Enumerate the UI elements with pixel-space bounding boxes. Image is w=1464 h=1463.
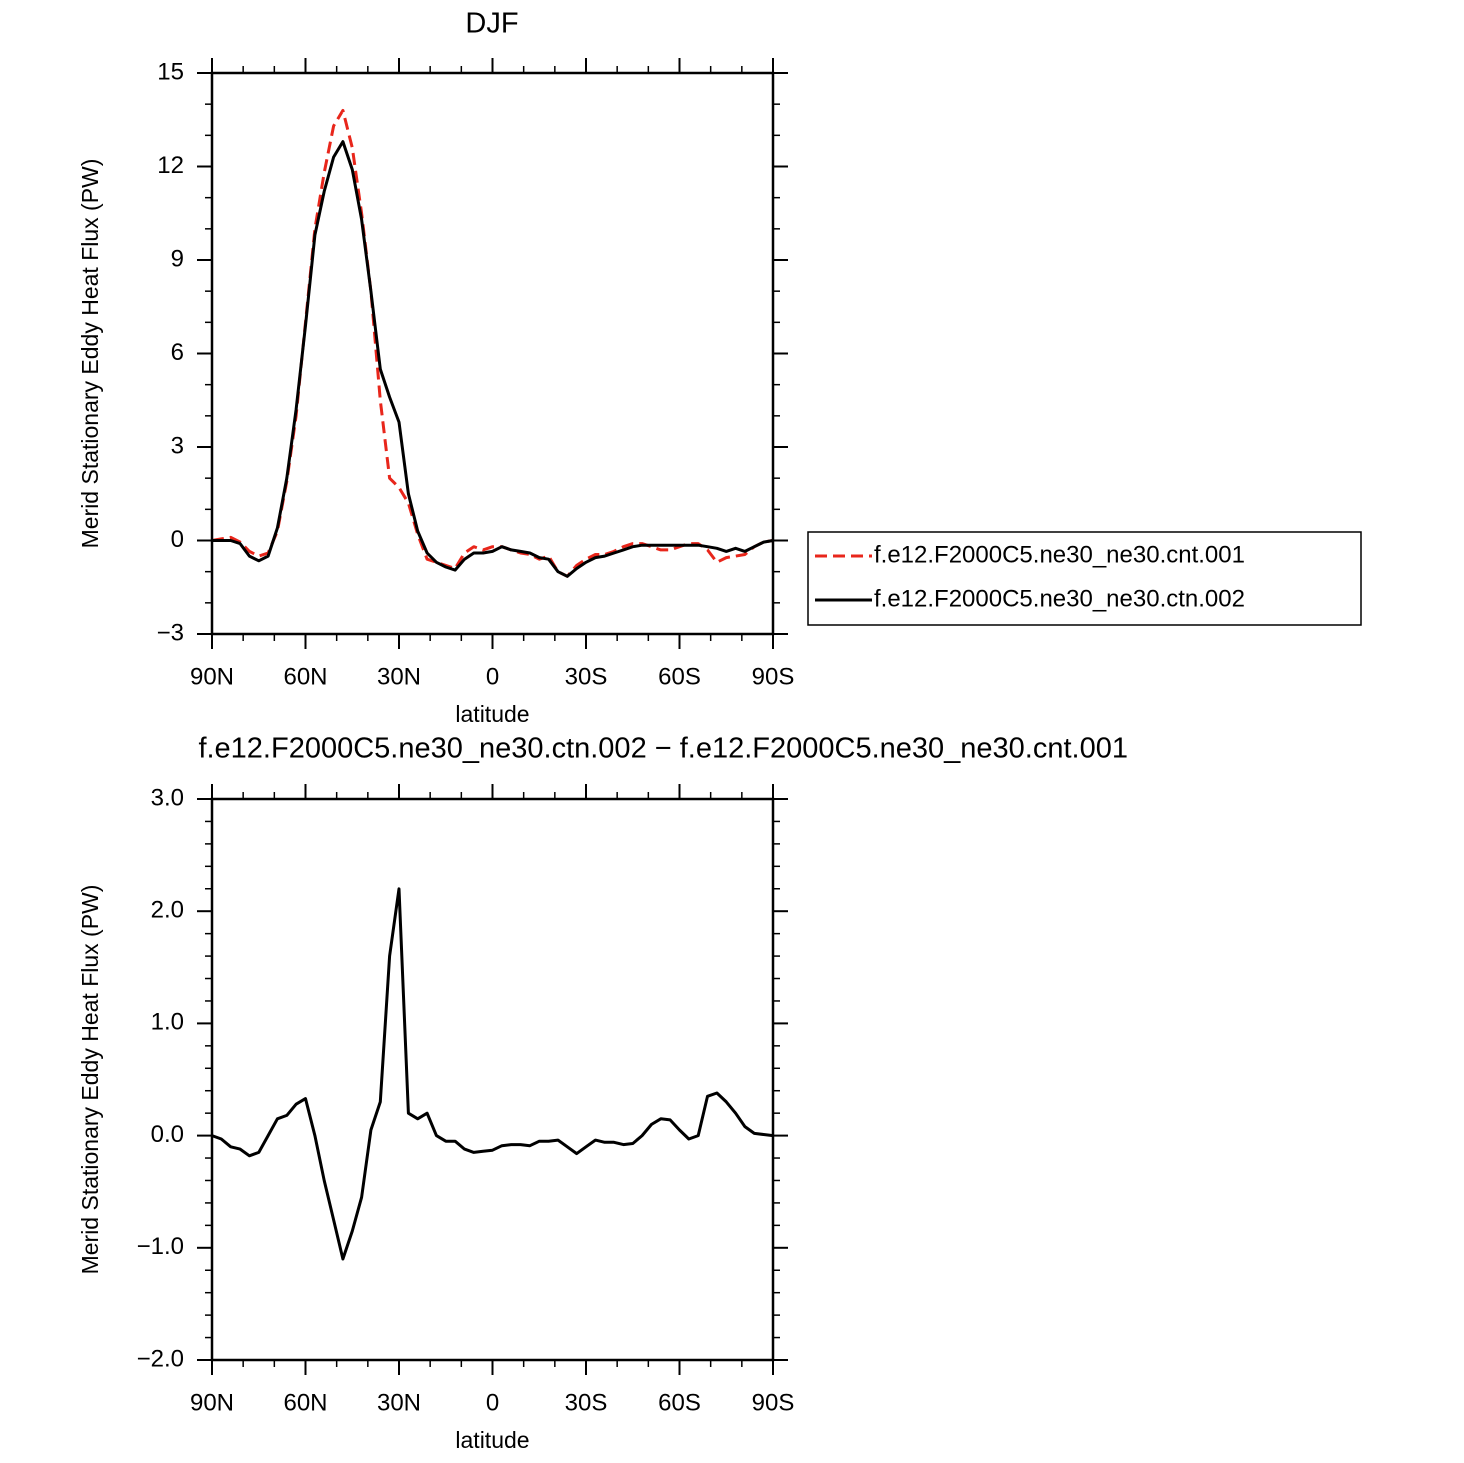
series-line (211, 887, 774, 1261)
x-tick-label: 60N (283, 663, 327, 690)
x-tick-label: 60S (658, 663, 701, 690)
x-tick-label: 30S (565, 1389, 608, 1416)
plot-frame (210, 797, 775, 1362)
plot-frame (210, 71, 775, 636)
x-axis-label: latitude (455, 701, 529, 727)
y-tick-label: 1.0 (151, 1009, 184, 1036)
x-tick-label: 60N (283, 1389, 327, 1416)
legend-label: f.e12.F2000C5.ne30_ne30.ctn.002 (874, 585, 1245, 612)
series-line (212, 140, 774, 578)
legend-label: f.e12.F2000C5.ne30_ne30.cnt.001 (874, 541, 1245, 568)
y-axis-label: Merid Stationary Eddy Heat Flux (PW) (77, 885, 103, 1275)
x-tick-label: 30N (377, 1389, 421, 1416)
series-line (211, 108, 774, 578)
y-tick-label: 12 (157, 152, 184, 179)
y-tick-label: 2.0 (151, 897, 184, 924)
x-tick-label: 60S (658, 1389, 701, 1416)
chart-title: f.e12.F2000C5.ne30_ne30.ctn.002 − f.e12.… (198, 733, 1128, 765)
y-tick-label: 3.0 (151, 784, 184, 811)
x-tick-label: 90N (190, 1389, 234, 1416)
y-tick-label: 9 (171, 245, 184, 272)
y-tick-label: 15 (157, 58, 184, 85)
y-axis-label: Merid Stationary Eddy Heat Flux (PW) (77, 159, 103, 549)
x-tick-label: 30N (377, 663, 421, 690)
chart-title: DJF (465, 8, 518, 40)
y-tick-label: −2.0 (137, 1345, 184, 1372)
x-tick-label: 90N (190, 663, 234, 690)
y-tick-label: 3 (171, 432, 184, 459)
x-tick-label: 0 (486, 1389, 499, 1416)
y-tick-label: −3 (157, 619, 184, 646)
y-tick-label: −1.0 (137, 1233, 184, 1260)
x-tick-label: 0 (486, 663, 499, 690)
y-tick-label: 6 (171, 339, 184, 366)
x-axis-label: latitude (455, 1427, 529, 1453)
x-tick-label: 90S (752, 1389, 795, 1416)
x-tick-label: 30S (565, 663, 608, 690)
x-tick-label: 90S (752, 663, 795, 690)
y-tick-label: 0.0 (151, 1121, 184, 1148)
legend-box (807, 531, 1362, 626)
y-tick-label: 0 (171, 526, 184, 553)
